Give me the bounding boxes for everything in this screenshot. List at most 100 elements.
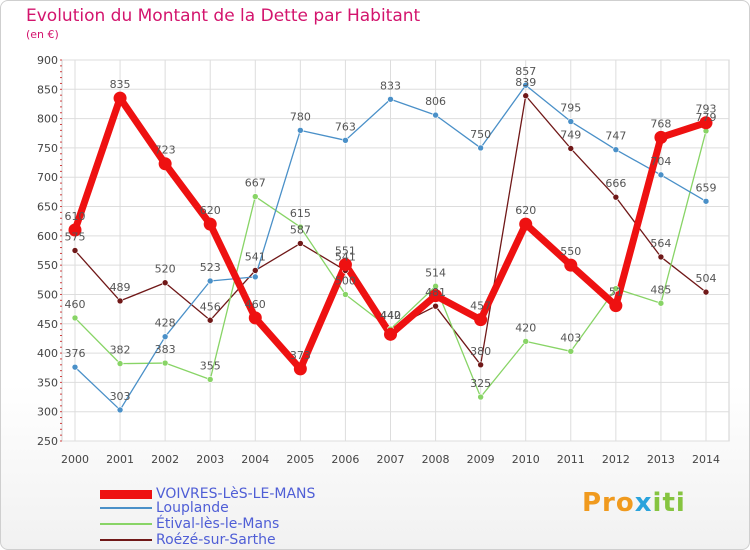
data-point-s0 xyxy=(113,91,127,105)
y-tick-label: 700 xyxy=(37,171,58,184)
data-label-s0: 373 xyxy=(290,349,311,362)
data-label-s0: 768 xyxy=(650,117,671,130)
data-label-s2: 440 xyxy=(380,309,401,322)
data-point-s3 xyxy=(251,267,259,274)
data-point-s1 xyxy=(342,137,349,144)
data-label-s2: 383 xyxy=(155,343,176,356)
data-label-s0: 723 xyxy=(155,144,176,157)
data-label-s1: 763 xyxy=(335,120,356,133)
data-point-s3 xyxy=(612,193,620,201)
data-point-s2 xyxy=(161,359,169,367)
y-tick-label: 800 xyxy=(37,113,58,126)
y-tick-label: 650 xyxy=(37,201,58,214)
data-point-s0 xyxy=(158,157,172,171)
data-label-s3: 839 xyxy=(515,76,536,89)
proxiti-logo: Proxiti xyxy=(582,488,686,518)
data-label-s1: 704 xyxy=(650,155,671,168)
x-tick-label: 2006 xyxy=(331,453,359,466)
data-label-s0: 610 xyxy=(65,210,86,223)
y-tick-label: 600 xyxy=(37,230,58,243)
data-point-s0 xyxy=(68,223,82,237)
data-point-s3 xyxy=(206,316,214,324)
data-label-s3: 456 xyxy=(200,300,221,313)
legend-swatch-etival xyxy=(100,523,152,525)
data-label-s0: 457 xyxy=(470,300,491,313)
data-point-s2 xyxy=(206,376,214,383)
data-point-s1 xyxy=(71,363,79,371)
data-label-s3: 504 xyxy=(696,272,717,285)
plot-area xyxy=(61,59,730,442)
data-point-s2 xyxy=(297,223,304,231)
chart-title: Evolution du Montant de la Dette par Hab… xyxy=(26,6,421,26)
data-label-s3: 380 xyxy=(470,345,491,358)
data-label-s1: 806 xyxy=(425,95,446,108)
data-label-s2: 667 xyxy=(245,177,266,190)
data-label-s2: 382 xyxy=(110,344,131,357)
x-tick-label: 2012 xyxy=(602,453,630,466)
data-point-s1 xyxy=(702,197,710,205)
data-label-s2: 420 xyxy=(515,321,536,334)
data-point-s0 xyxy=(609,299,623,313)
data-point-s1 xyxy=(432,111,439,119)
x-tick-label: 2007 xyxy=(377,453,405,466)
data-point-s3 xyxy=(71,247,79,254)
data-point-s0 xyxy=(248,311,262,325)
data-point-s0 xyxy=(519,217,533,231)
data-point-s1 xyxy=(567,118,575,125)
data-label-s0: 835 xyxy=(110,78,131,91)
data-point-s1 xyxy=(477,144,484,152)
data-label-s2: 325 xyxy=(470,377,491,390)
data-point-s1 xyxy=(297,127,304,134)
data-label-s1: 376 xyxy=(65,347,86,360)
legend-swatch-roeze xyxy=(100,539,152,541)
legend-label-voivres: VOIVRES-LèS-LE-MANS xyxy=(156,486,316,502)
data-label-s3: 666 xyxy=(605,177,626,190)
data-point-s0 xyxy=(384,327,397,341)
y-tick-label: 850 xyxy=(37,83,58,96)
data-label-s2: 500 xyxy=(335,274,356,287)
legend-swatch-louplande xyxy=(100,507,152,509)
data-point-s3 xyxy=(522,92,530,100)
x-tick-label: 2010 xyxy=(512,453,540,466)
data-label-s2: 615 xyxy=(290,207,311,220)
y-tick-label: 450 xyxy=(37,318,58,331)
data-point-s0 xyxy=(338,258,352,272)
data-label-s3: 520 xyxy=(155,263,176,276)
logo-part-pro: Pro xyxy=(582,488,635,518)
y-tick-label: 900 xyxy=(37,54,58,67)
data-point-s2 xyxy=(251,193,259,200)
logo-part-iti: iti xyxy=(652,488,686,518)
data-point-s2 xyxy=(116,360,124,367)
data-point-s1 xyxy=(387,95,394,103)
data-point-s2 xyxy=(522,338,530,345)
data-label-s0: 460 xyxy=(245,298,266,311)
data-point-s2 xyxy=(477,393,484,401)
y-tick-label: 400 xyxy=(37,347,58,360)
y-tick-label: 500 xyxy=(37,288,58,301)
legend-item-roeze: Roézé-sur-Sarthe xyxy=(100,532,400,548)
data-label-s1: 428 xyxy=(155,317,176,330)
data-point-s3 xyxy=(657,253,665,261)
x-tick-label: 2003 xyxy=(196,453,224,466)
data-label-s1: 659 xyxy=(696,181,717,194)
data-point-s0 xyxy=(654,130,668,144)
legend-label-roeze: Roézé-sur-Sarthe xyxy=(156,532,276,548)
data-point-s2 xyxy=(567,348,575,355)
data-point-s3 xyxy=(702,288,710,296)
data-label-s0: 51 xyxy=(609,286,623,299)
data-point-s3 xyxy=(116,297,124,305)
data-label-s1: 780 xyxy=(290,110,311,123)
x-tick-label: 2000 xyxy=(61,453,89,466)
y-tick-label: 300 xyxy=(37,406,58,419)
data-label-s2: 779 xyxy=(696,111,717,124)
data-point-s2 xyxy=(71,314,79,322)
data-point-s0 xyxy=(699,116,713,130)
data-label-s0: 620 xyxy=(515,204,536,217)
x-tick-label: 2001 xyxy=(106,453,134,466)
x-tick-label: 2014 xyxy=(692,453,720,466)
x-tick-label: 2005 xyxy=(286,453,314,466)
x-tick-label: 2013 xyxy=(647,453,675,466)
data-point-s1 xyxy=(522,81,530,89)
data-point-s1 xyxy=(657,171,665,179)
data-point-s0 xyxy=(203,217,217,231)
